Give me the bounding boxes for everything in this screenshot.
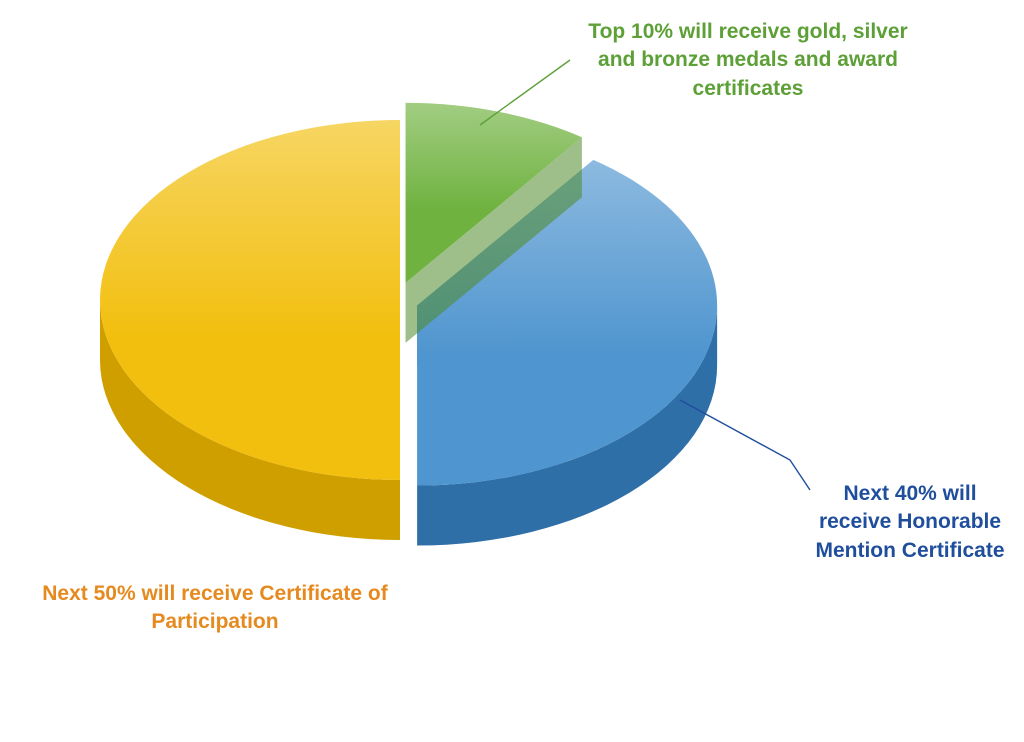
label-next50: Next 50% will receive Certificate of Par… bbox=[40, 580, 390, 637]
label-top10: Top 10% will receive gold, silver and br… bbox=[568, 18, 928, 103]
leader-line bbox=[480, 60, 570, 125]
chart-stage: Top 10% will receive gold, silver and br… bbox=[0, 0, 1024, 742]
label-next40: Next 40% will receive Honorable Mention … bbox=[810, 480, 1010, 565]
